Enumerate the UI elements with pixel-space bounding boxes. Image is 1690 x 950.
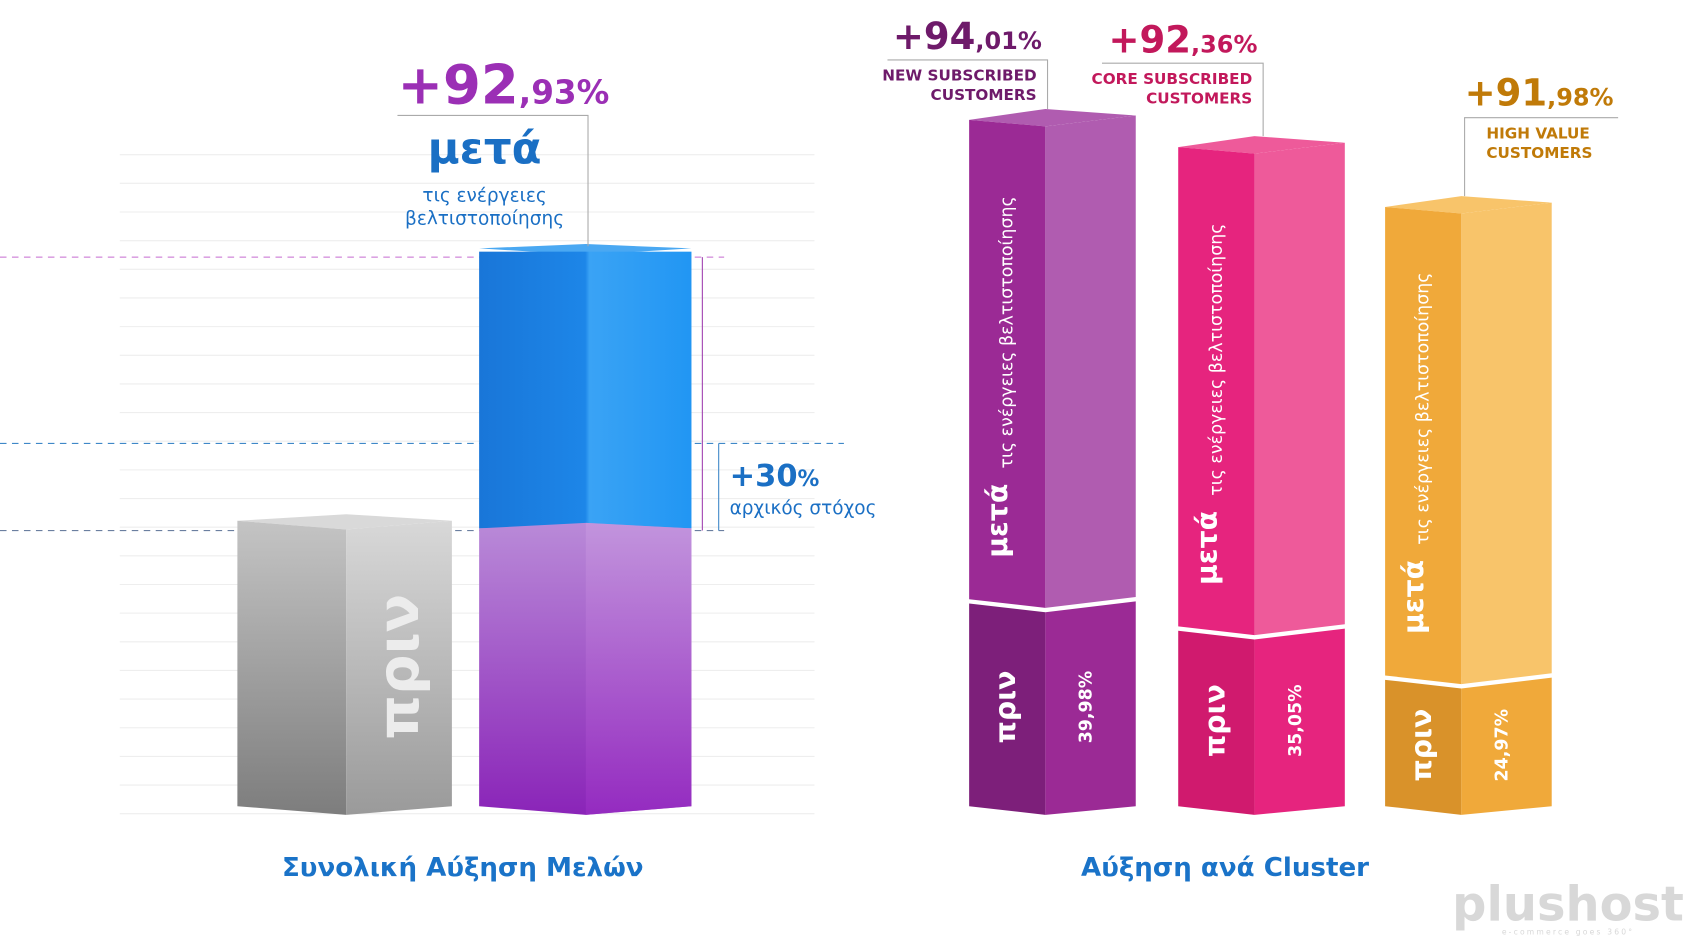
leader-line [397,114,589,247]
bar-after [1461,202,1552,685]
grid [119,154,815,815]
bar-after [1045,115,1136,608]
headline-fraction: ,93% [519,73,610,111]
headline-fraction: ,01% [975,27,1041,55]
bar-before [1178,630,1255,815]
cluster-name: CUSTOMERS [931,86,1037,104]
bar-before [969,603,1046,815]
bar-top [479,244,692,255]
headline-fraction: ,98% [1547,84,1613,112]
headline: +92,93% [397,52,609,116]
bar-top [237,514,452,530]
headline: +92,36% [1109,18,1258,61]
headline-main: +92 [397,52,518,116]
bar-after [1254,142,1345,636]
target-label: αρχικός στόχος [730,498,877,519]
leader-line [887,59,1049,109]
headline-fraction: ,36% [1191,30,1257,58]
headline-main: +91 [1465,72,1548,115]
panel-title: Συνολική Αύξηση Μελών [282,853,644,883]
bar-face [585,522,692,815]
headline: +94,01% [893,15,1042,58]
before-label: πριν [1405,709,1438,782]
headline: +91,98% [1465,72,1614,115]
after-sub: τις ενέργειες βελτιστοποίησης [1414,273,1434,545]
target-main: +30 [730,459,798,494]
logo: plushost [1452,878,1684,933]
bar-after [1385,206,1462,685]
after-sub: τις ενέργειες βελτιστοποίησης [998,196,1018,468]
after-label: μετά [1190,511,1223,585]
leader-line [1464,117,1619,197]
cluster-name: NEW SUBSCRIBED [882,67,1036,85]
before-value: 35,05% [1286,684,1306,757]
after-label: μετά [981,484,1014,558]
after-label: μετά [1397,560,1430,634]
after-sub: τις ενέργειες [422,186,546,207]
before-label: πριν [989,671,1022,744]
headline-main: +94 [893,15,976,58]
bar-before [1385,679,1462,815]
before-value: 24,97% [1493,709,1513,782]
bar-before [1461,677,1552,815]
bar-after [1178,147,1255,636]
bar-top [969,108,1136,127]
logo-tagline: e-commerce goes 360° [1502,928,1634,937]
bar-after [479,251,692,529]
bar-before [1045,601,1136,815]
bar-after [969,119,1046,608]
cluster-name: CUSTOMERS [1486,144,1592,162]
after-sub: βελτιστοποίησης [405,208,564,229]
bar-face [237,520,347,815]
after-sub: τις ενέργειες βελτιστοποίησης [1207,223,1227,495]
target-fraction: % [798,467,820,492]
bar-top [1178,136,1345,154]
cluster-name: HIGH VALUE [1486,124,1589,142]
before-label: πριν [1198,684,1231,757]
before-value: 39,98% [1077,671,1097,744]
bar-top [1385,196,1552,214]
bar-face [346,520,452,815]
after-label: μετά [428,124,542,174]
before-label: πριν [366,594,432,740]
cluster-name: CORE SUBSCRIBED [1092,70,1253,88]
leader-line [1101,62,1264,137]
panel-title: Αύξηση ανά Cluster [1081,853,1369,883]
cluster-bars: μετά τις ενέργειες βελτιστοποίησης πριν 39,… [882,15,1619,815]
headline-main: +92 [1109,18,1192,61]
cluster-name: CUSTOMERS [1146,89,1252,107]
target: +30% [730,459,820,494]
bar-before [1254,628,1345,815]
